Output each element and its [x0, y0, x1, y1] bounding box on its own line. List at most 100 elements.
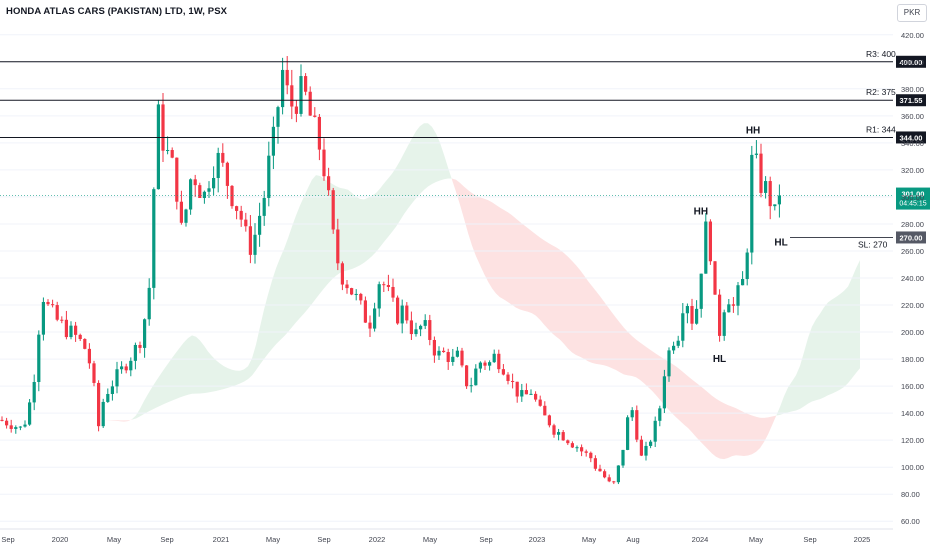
candle-down [64, 319, 68, 338]
pattern-annotations: HH HH HL HL [694, 125, 788, 364]
cloud-bear-segment [596, 291, 600, 365]
candle-down [593, 458, 597, 469]
candle-up [754, 153, 758, 155]
candle-down [345, 284, 349, 289]
candle-down [9, 425, 13, 429]
candle-up [115, 369, 119, 387]
currency-button[interactable]: PKR [897, 4, 927, 22]
candle-up [455, 350, 459, 357]
candle-down [506, 374, 510, 381]
cloud-bull-segment [364, 197, 368, 263]
candles [0, 56, 781, 485]
pattern-label-hh: HH [746, 125, 760, 136]
cloud-bear-segment [772, 415, 776, 426]
candle-down [718, 294, 722, 336]
price-tag-text: 400.00 [900, 58, 923, 67]
countdown-timer: 04:45:15 [899, 201, 926, 208]
cloud-bull-segment [820, 307, 824, 400]
cloud-bear-segment [112, 420, 116, 421]
cloud-bear-segment [632, 336, 636, 378]
candle-down [74, 325, 78, 335]
cloud-bull-segment [840, 290, 844, 390]
candle-up [152, 189, 156, 288]
cloud-bear-segment [692, 379, 696, 437]
candle-down [359, 293, 363, 301]
candle-down [442, 350, 446, 353]
cloud-bull-segment [296, 205, 300, 323]
cloud-bull-segment [392, 167, 396, 233]
y-tick-label: 260.00 [901, 247, 924, 256]
candle-up [474, 368, 478, 386]
cloud-bull-segment [200, 340, 204, 394]
candle-down [322, 149, 326, 177]
candle-up [23, 424, 27, 427]
cloud-bull-segment [448, 167, 452, 180]
candle-down [161, 104, 165, 151]
candle-down [538, 399, 542, 406]
cloud-bull-segment [252, 344, 256, 376]
cloud-bear-segment [512, 215, 516, 308]
y-tick-label: 160.00 [901, 382, 924, 391]
y-tick-label: 340.00 [901, 139, 924, 148]
cloud-bull-segment [140, 401, 144, 417]
cloud-bull-segment [160, 369, 164, 406]
cloud-bear-segment [640, 342, 644, 384]
cloud-bear-segment [540, 237, 544, 325]
cloud-bear-segment [128, 419, 132, 422]
cloud-bull-segment [284, 238, 288, 337]
candle-down [336, 229, 340, 264]
candle-up [616, 465, 620, 483]
cloud-bull-segment [320, 175, 324, 294]
candle-up [492, 353, 496, 363]
y-tick-label: 240.00 [901, 274, 924, 283]
cloud-bear-segment [704, 388, 708, 450]
candle-up [451, 356, 455, 362]
candle-down [304, 76, 308, 92]
cloud-bull-segment [184, 338, 188, 396]
candle-down [465, 365, 469, 387]
cloud-bull-segment [380, 183, 384, 248]
candle-down [483, 362, 487, 366]
cloud-bull-segment [436, 133, 440, 182]
cloud-bear-segment [620, 322, 624, 375]
cloud-bull-segment [804, 337, 808, 407]
cloud-bear-segment [456, 179, 460, 205]
pattern-label-hl: HL [774, 238, 787, 249]
candle-up [299, 76, 303, 114]
cloud-bull-segment [856, 260, 860, 374]
candle-up [189, 179, 193, 210]
candle-up [667, 350, 671, 377]
candle-up [28, 402, 32, 425]
cloud-bull-segment [352, 192, 356, 269]
candle-up [419, 325, 423, 330]
candle-up [423, 320, 427, 326]
candle-down [5, 420, 9, 426]
y-tick-label: 180.00 [901, 355, 924, 364]
candle-down [460, 350, 464, 366]
x-tick-label: 2023 [529, 535, 546, 544]
candle-up [276, 107, 280, 127]
candle-up [253, 234, 257, 255]
y-tick-label: 140.00 [901, 409, 924, 418]
candle-up [676, 340, 680, 346]
candle-down [759, 153, 763, 193]
candle-down [612, 481, 616, 483]
cloud-bear-segment [528, 228, 532, 314]
candle-down [225, 162, 229, 186]
cloud-bull-segment [776, 406, 780, 417]
candle-down [708, 221, 712, 262]
candle-up [695, 308, 699, 324]
cloud-bear-segment [676, 366, 680, 421]
cloud-bull-segment [288, 226, 292, 333]
cloud-bear-segment [652, 350, 656, 396]
candle-down [313, 115, 317, 117]
y-tick-label: 360.00 [901, 112, 924, 121]
candle-up [529, 393, 533, 395]
cloud-bull-segment [828, 299, 832, 396]
cloud-bear-segment [548, 242, 552, 334]
candle-up [101, 401, 105, 427]
cloud-bull-segment [308, 179, 312, 309]
x-tick-label: Sep [160, 535, 173, 544]
candle-up [773, 204, 777, 207]
